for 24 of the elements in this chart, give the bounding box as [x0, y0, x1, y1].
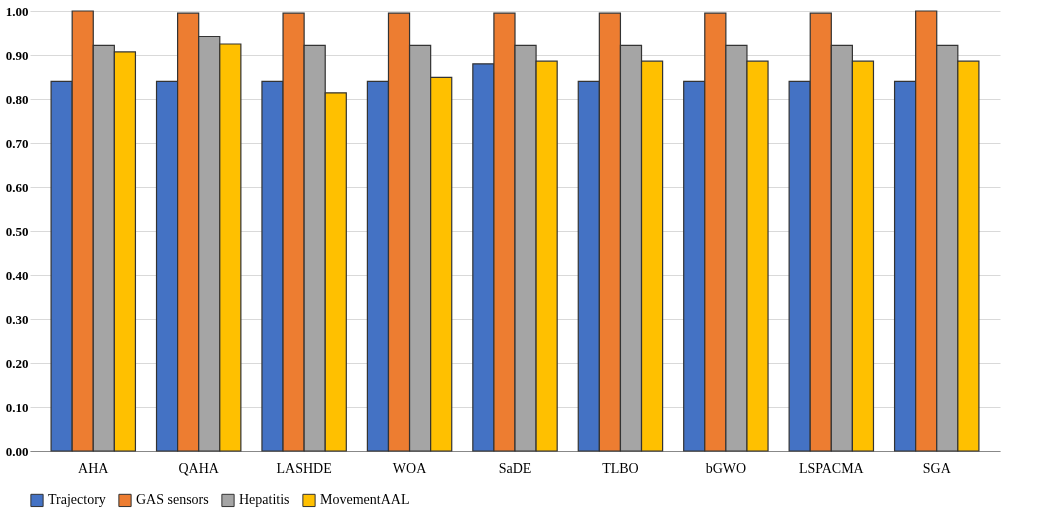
legend-label: Hepatitis — [239, 492, 290, 508]
y-tick-label: 0.10 — [5, 399, 29, 415]
y-tick-label: 0.60 — [5, 179, 29, 195]
x-tick-label: LASHDE — [276, 460, 332, 476]
x-tick-label: SGA — [922, 460, 952, 476]
x-tick-label: QAHA — [178, 460, 220, 476]
y-tick-label: 0.90 — [5, 47, 29, 63]
y-tick-label: 0.40 — [5, 267, 29, 283]
legend-label: Trajectory — [48, 492, 106, 508]
x-tick-label: bGWO — [705, 460, 747, 476]
y-tick-label: 0.80 — [5, 91, 29, 107]
y-tick-label: 0.00 — [5, 443, 29, 459]
x-tick-label: SaDE — [498, 460, 532, 476]
y-tick-label: 1.00 — [5, 3, 29, 19]
y-tick-label: 0.20 — [5, 355, 29, 371]
y-tick-label: 0.30 — [5, 311, 29, 327]
y-tick-label: 0.70 — [5, 135, 29, 151]
legend-label: GAS sensors — [136, 492, 209, 508]
x-tick-label: TLBO — [602, 460, 639, 476]
x-tick-label: AHA — [78, 460, 110, 476]
y-tick-label: 0.50 — [5, 223, 29, 239]
legend-label: MovementAAL — [320, 492, 410, 508]
x-tick-label: WOA — [392, 460, 428, 476]
x-tick-label: LSPACMA — [798, 460, 865, 476]
